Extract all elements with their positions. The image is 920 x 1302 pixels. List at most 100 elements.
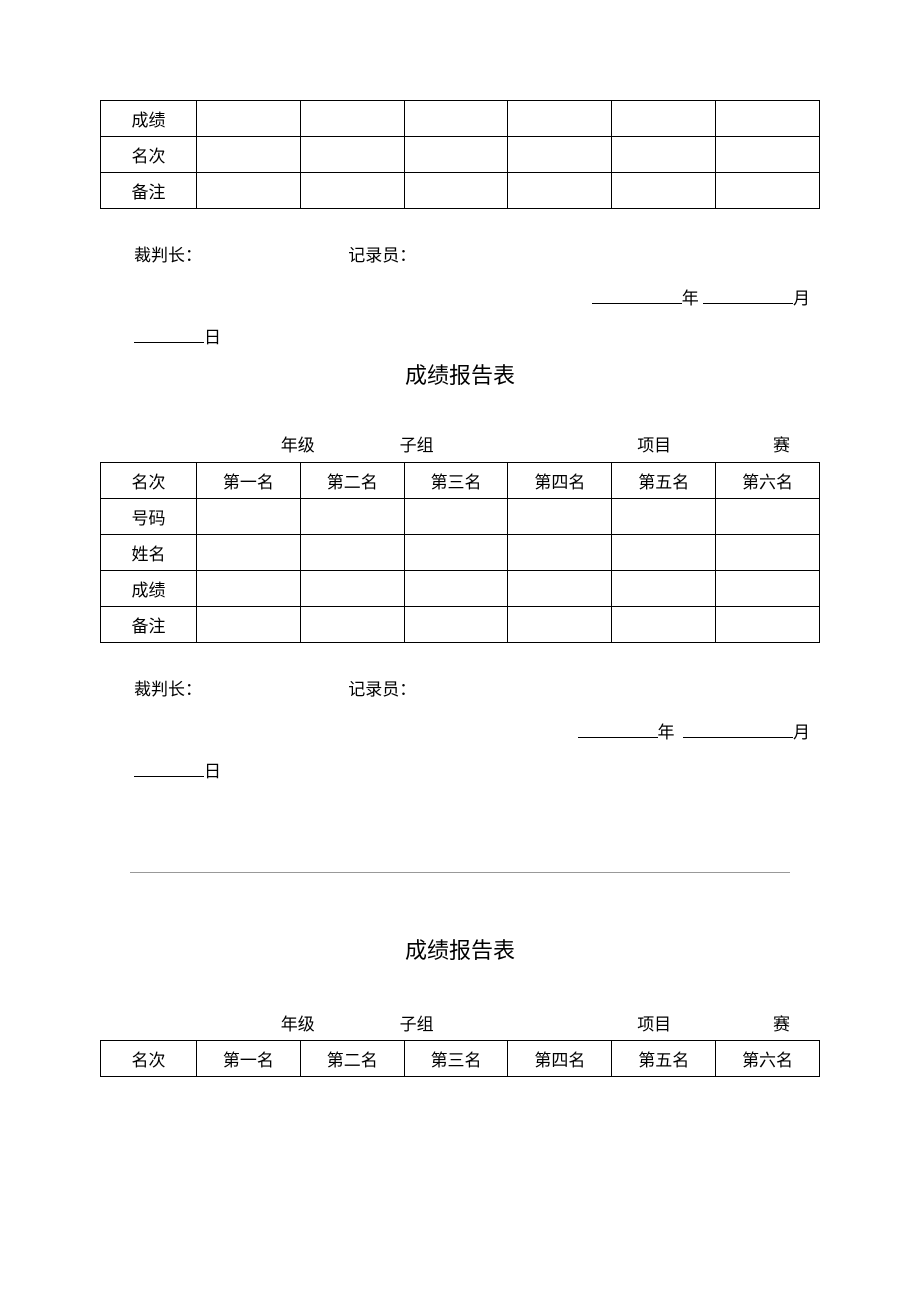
cell: 第一名: [197, 1041, 301, 1077]
month-label: 月: [793, 289, 810, 308]
results-table: 名次 第一名 第二名 第三名 第四名 第五名 第六名: [100, 1040, 820, 1077]
day-line: 日: [100, 757, 820, 782]
cell: 第五名: [612, 1041, 716, 1077]
item-label: 项目: [552, 426, 671, 462]
row-label: 名次: [101, 462, 197, 498]
form-header: 年级 子组 项目 赛: [100, 1005, 820, 1042]
cell: [508, 173, 612, 209]
row-label: 名次: [101, 137, 197, 173]
section-title: 成绩报告表: [100, 933, 820, 965]
cell: [612, 606, 716, 642]
table-row: 成绩: [101, 101, 820, 137]
cell: [508, 137, 612, 173]
item-label: 项目: [552, 1005, 671, 1041]
cell: 第五名: [612, 462, 716, 498]
judge-label: 裁判长：: [134, 246, 202, 265]
results-table: 名次 第一名 第二名 第三名 第四名 第五名 第六名 号码 姓名 成绩 备注: [100, 462, 820, 643]
month-label: 月: [793, 723, 810, 742]
cell: [300, 606, 404, 642]
cell: [716, 173, 820, 209]
table-row: 成绩: [101, 570, 820, 606]
date-line: 年 月: [100, 284, 820, 309]
cell: 第三名: [404, 1041, 508, 1077]
cell: 第二名: [300, 1041, 404, 1077]
cell: [404, 534, 508, 570]
cell: [197, 101, 301, 137]
cell: [404, 101, 508, 137]
cell: [612, 137, 716, 173]
table-row: 姓名: [101, 534, 820, 570]
grade-label: 年级: [196, 426, 315, 462]
year-label: 年: [658, 723, 675, 742]
row-label: 号码: [101, 498, 197, 534]
cell: [404, 606, 508, 642]
cell: 第二名: [300, 462, 404, 498]
row-label: 备注: [101, 606, 197, 642]
cell: [404, 137, 508, 173]
match-label: 赛: [671, 1005, 790, 1041]
cell: [508, 534, 612, 570]
signature-line: 裁判长： 记录员：: [100, 675, 820, 700]
day-line: 日: [100, 323, 820, 348]
row-label: 成绩: [101, 570, 197, 606]
table-row: 名次 第一名 第二名 第三名 第四名 第五名 第六名: [101, 462, 820, 498]
day-label: 日: [204, 762, 221, 781]
row-label: 备注: [101, 173, 197, 209]
cell: 第四名: [508, 462, 612, 498]
cell: [197, 173, 301, 209]
cell: 第六名: [716, 462, 820, 498]
table-row: 备注: [101, 606, 820, 642]
cell: [197, 606, 301, 642]
cell: [716, 606, 820, 642]
judge-label: 裁判长：: [134, 680, 202, 699]
match-label: 赛: [671, 426, 790, 462]
day-label: 日: [204, 328, 221, 347]
recorder-label: 记录员：: [348, 246, 416, 265]
cell: [716, 570, 820, 606]
cell: [404, 498, 508, 534]
row-label: 姓名: [101, 534, 197, 570]
cell: [197, 534, 301, 570]
cell: [197, 137, 301, 173]
date-line: 年 月: [100, 718, 820, 743]
cell: [300, 534, 404, 570]
results-table-partial: 成绩 名次 备注: [100, 100, 820, 209]
cell: [404, 570, 508, 606]
recorder-label: 记录员：: [348, 680, 416, 699]
cell: [508, 101, 612, 137]
cell: [508, 570, 612, 606]
section-title: 成绩报告表: [100, 358, 820, 390]
group-label: 子组: [315, 426, 434, 462]
cell: 第一名: [197, 462, 301, 498]
cell: [197, 570, 301, 606]
table-row: 名次: [101, 137, 820, 173]
cell: [716, 534, 820, 570]
row-label: 成绩: [101, 101, 197, 137]
cell: [612, 498, 716, 534]
cell: 第四名: [508, 1041, 612, 1077]
cell: [716, 498, 820, 534]
cell: [508, 606, 612, 642]
cell: [612, 534, 716, 570]
table-row: 号码: [101, 498, 820, 534]
signature-line: 裁判长： 记录员：: [100, 241, 820, 266]
year-label: 年: [682, 289, 699, 308]
cell: 第三名: [404, 462, 508, 498]
cell: [300, 101, 404, 137]
grade-label: 年级: [196, 1005, 315, 1041]
table-row: 名次 第一名 第二名 第三名 第四名 第五名 第六名: [101, 1041, 820, 1077]
form-header: 年级 子组 项目 赛: [100, 426, 820, 463]
cell: [300, 498, 404, 534]
table-row: 备注: [101, 173, 820, 209]
cell: [612, 101, 716, 137]
cell: [300, 570, 404, 606]
section-separator: [130, 872, 790, 873]
cell: [612, 173, 716, 209]
cell: [716, 137, 820, 173]
cell: [300, 173, 404, 209]
cell: [612, 570, 716, 606]
cell: [404, 173, 508, 209]
row-label: 名次: [101, 1041, 197, 1077]
cell: [197, 498, 301, 534]
cell: 第六名: [716, 1041, 820, 1077]
